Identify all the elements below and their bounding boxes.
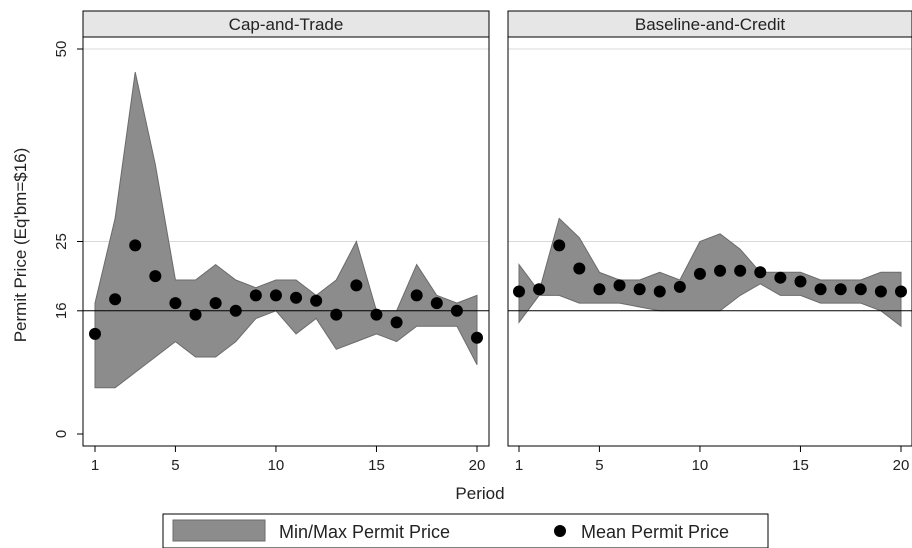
legend-label-dot: Mean Permit Price bbox=[581, 522, 729, 542]
mean-point bbox=[874, 285, 887, 298]
mean-point bbox=[410, 289, 423, 302]
mean-point bbox=[229, 304, 242, 317]
mean-point bbox=[471, 331, 483, 344]
mean-point bbox=[734, 264, 747, 277]
mean-point bbox=[613, 279, 626, 292]
mean-point bbox=[209, 297, 222, 310]
panel-strip bbox=[82, 10, 490, 38]
mean-point bbox=[774, 271, 787, 284]
legend-dot-marker bbox=[554, 525, 566, 537]
mean-point bbox=[573, 262, 586, 275]
x-tick-label-10: 10 bbox=[692, 457, 709, 474]
mean-point bbox=[794, 275, 807, 288]
y-axis: 0 16 25 50 bbox=[53, 41, 83, 438]
x-tick-label-15: 15 bbox=[368, 457, 385, 474]
mean-point bbox=[754, 266, 767, 279]
mean-point bbox=[693, 267, 706, 280]
x-tick-label-5: 5 bbox=[595, 457, 603, 474]
x-tick-label-5: 5 bbox=[171, 457, 179, 474]
legend: Min/Max Permit Price Mean Permit Price bbox=[162, 513, 769, 548]
mean-point bbox=[290, 291, 303, 304]
plot-frame bbox=[507, 36, 912, 447]
mean-point bbox=[129, 239, 142, 252]
mean-point bbox=[109, 293, 122, 306]
panel-title: Baseline-and-Credit bbox=[635, 15, 786, 34]
panel-title: Cap-and-Trade bbox=[229, 15, 344, 34]
mean-point bbox=[854, 283, 867, 296]
mean-point bbox=[593, 283, 606, 296]
mean-point bbox=[330, 308, 343, 321]
y-tick-label-25: 25 bbox=[53, 233, 70, 250]
mean-point bbox=[673, 280, 686, 293]
mean-point bbox=[834, 283, 847, 296]
mean-point bbox=[390, 316, 403, 329]
x-tick-label-15: 15 bbox=[792, 457, 809, 474]
x-tick-label-20: 20 bbox=[893, 457, 910, 474]
y-axis-title: Permit Price (Eq'bm=$16) bbox=[11, 148, 30, 343]
mean-point bbox=[169, 297, 182, 310]
mean-point bbox=[714, 264, 727, 277]
y-tick-label-0: 0 bbox=[53, 430, 70, 438]
mean-point bbox=[895, 285, 907, 298]
mean-point bbox=[450, 304, 463, 317]
mean-point bbox=[553, 239, 566, 252]
y-tick-label-16: 16 bbox=[53, 302, 70, 319]
legend-label-band: Min/Max Permit Price bbox=[279, 522, 450, 542]
mean-point bbox=[310, 294, 323, 307]
legend-band-swatch bbox=[172, 519, 266, 542]
mean-point bbox=[269, 289, 282, 302]
mean-point bbox=[513, 285, 525, 298]
mean-point bbox=[533, 283, 546, 296]
x-tick-label-1: 1 bbox=[515, 457, 523, 474]
x-axis-title: Period bbox=[455, 484, 504, 503]
minmax-band bbox=[94, 71, 478, 389]
x-tick-label-1: 1 bbox=[91, 457, 99, 474]
mean-point bbox=[370, 308, 383, 321]
mean-point bbox=[350, 279, 363, 292]
mean-point bbox=[653, 285, 666, 298]
mean-point bbox=[430, 297, 443, 310]
x-tick-label-20: 20 bbox=[469, 457, 486, 474]
mean-point bbox=[189, 308, 202, 321]
x-tick-label-10: 10 bbox=[268, 457, 285, 474]
mean-point bbox=[149, 270, 162, 283]
mean-point bbox=[249, 289, 262, 302]
mean-point bbox=[633, 283, 646, 296]
mean-point bbox=[814, 283, 827, 296]
mean-point bbox=[89, 327, 101, 340]
minmax-band bbox=[518, 217, 902, 328]
y-tick-label-50: 50 bbox=[53, 41, 70, 58]
